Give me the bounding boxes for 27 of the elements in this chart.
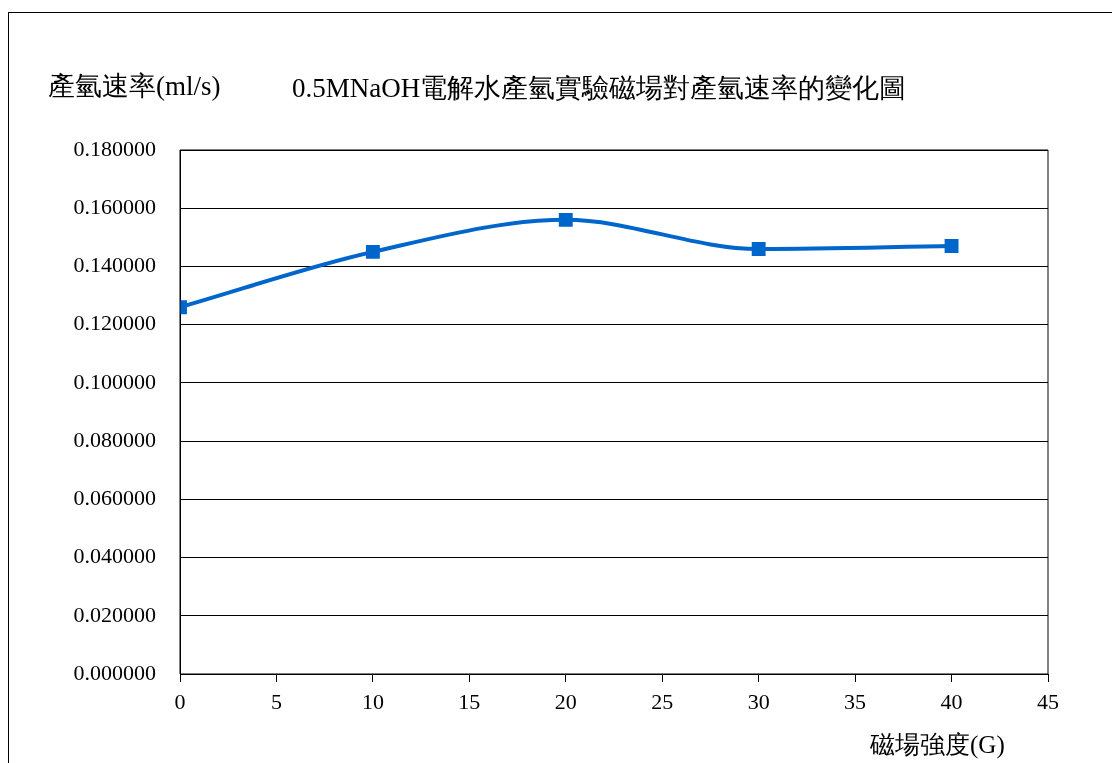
y-tick-label: 0.020000 [73,601,156,627]
y-axis-title: 產氫速率(ml/s) [48,70,221,103]
x-tick-label: 10 [361,688,384,714]
x-tick-label: 15 [458,688,481,714]
point [365,244,380,259]
x-axis-title: 磁場強度(G) [870,730,1005,761]
x-tick-label: 25 [651,688,674,714]
y-tick-label: 0.000000 [73,659,156,685]
x-tick-label: 5 [270,688,282,714]
x-tick-label: 0 [174,688,186,714]
y-tick-label: 0.120000 [73,310,156,336]
y-tick-label: 0.060000 [73,485,156,511]
y-tick-label: 0.100000 [73,368,156,394]
point [751,242,766,256]
point [558,212,573,227]
y-tick-label: 0.160000 [73,194,156,219]
y-tick-label: 0.180000 [73,135,156,161]
x-tick-label: 20 [554,688,577,714]
y-tick-label: 0.040000 [73,543,156,569]
x-tick-label: 45 [1037,688,1059,714]
y-tick-label: 0.080000 [73,426,156,452]
x-tick-label: 30 [747,688,770,714]
chart-title: 0.5MNaOH電解水產氫實驗磁場對產氫速率的變化圖 [292,72,907,105]
point [944,239,959,254]
y-tick-label: 0.140000 [73,252,156,278]
x-tick-label: 40 [940,688,963,714]
x-tick-label: 35 [844,688,867,714]
